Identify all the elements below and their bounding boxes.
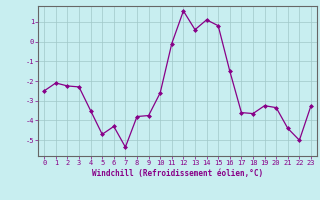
X-axis label: Windchill (Refroidissement éolien,°C): Windchill (Refroidissement éolien,°C) — [92, 169, 263, 178]
